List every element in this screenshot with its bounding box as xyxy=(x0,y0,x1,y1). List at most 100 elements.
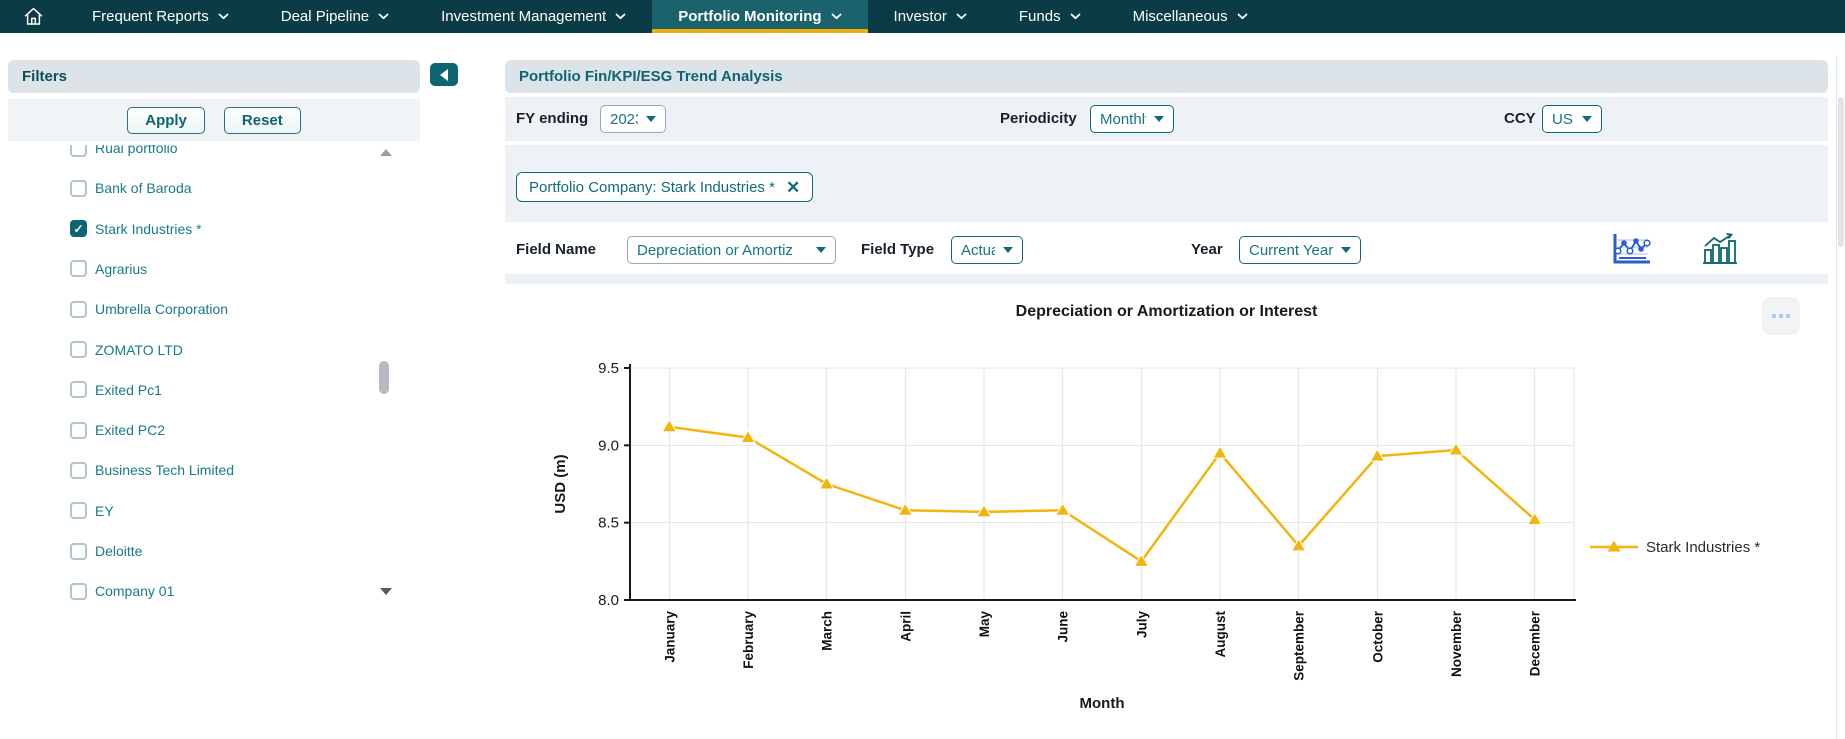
nav-item-investor[interactable]: Investor xyxy=(868,0,993,33)
data-point-January[interactable] xyxy=(661,418,678,433)
filters-title: Filters xyxy=(22,68,68,85)
page-scrollbar-track[interactable] xyxy=(1836,55,1837,739)
collapse-filters-button[interactable] xyxy=(430,63,458,86)
data-point-July[interactable] xyxy=(1133,553,1150,567)
fy-ending-select[interactable]: 2023 xyxy=(600,105,666,133)
legend-marker xyxy=(1607,540,1621,552)
data-point-April[interactable] xyxy=(897,502,914,516)
periodicity-label: Periodicity xyxy=(1000,110,1077,127)
field-type-select[interactable]: Actual xyxy=(951,236,1023,264)
periodicity-select[interactable]: Monthly xyxy=(1090,105,1174,133)
company-filter-row[interactable]: Ruai portfolio xyxy=(8,145,408,160)
nav-items: Frequent Reports Deal Pipeline Investment … xyxy=(66,0,1274,33)
company-filter-row[interactable]: Umbrella Corporation xyxy=(8,297,408,321)
chart-more-options-button[interactable] xyxy=(1762,297,1800,335)
more-options-icon xyxy=(1772,314,1776,318)
reset-button[interactable]: Reset xyxy=(223,106,301,134)
checkbox-unchecked[interactable] xyxy=(70,542,87,560)
company-filter-row[interactable]: ✓ Stark Industries * xyxy=(8,217,408,241)
company-filter-row[interactable]: Exited Pc1 xyxy=(8,378,408,402)
more-options-icon xyxy=(1786,314,1790,318)
data-point-February[interactable] xyxy=(740,429,756,444)
data-point-October[interactable] xyxy=(1369,448,1386,462)
x-tick-label: February xyxy=(741,611,756,669)
series-line xyxy=(669,425,1536,563)
checkbox-unchecked[interactable] xyxy=(70,300,87,318)
scroll-up-icon[interactable] xyxy=(380,149,392,156)
data-point-December[interactable] xyxy=(1526,511,1543,526)
company-filter-row[interactable]: ZOMATO LTD xyxy=(8,338,408,362)
sidebar-scrollbar-thumb[interactable] xyxy=(379,361,389,394)
company-filter-row[interactable]: Exited PC2 xyxy=(8,418,408,442)
nav-item-deal-pipeline[interactable]: Deal Pipeline xyxy=(255,0,415,33)
nav-item-frequent-reports[interactable]: Frequent Reports xyxy=(66,0,255,33)
checkbox-unchecked[interactable] xyxy=(70,381,87,399)
y-tick-label: 8.0 xyxy=(598,592,619,609)
caret-down-icon xyxy=(1341,247,1351,253)
company-filter-row[interactable]: Agrarius xyxy=(8,257,408,281)
ccy-select[interactable]: USD xyxy=(1542,105,1602,133)
nav-item-investment-management[interactable]: Investment Management xyxy=(415,0,652,33)
checkbox-unchecked[interactable] xyxy=(70,341,87,358)
checkbox-unchecked[interactable] xyxy=(70,179,87,197)
company-filter-row[interactable]: Company 01 xyxy=(8,579,408,603)
legend-label: Stark Industries * xyxy=(1646,539,1760,556)
legend[interactable]: Stark Industries * xyxy=(1590,539,1760,556)
bar-chart-toggle-button[interactable] xyxy=(1700,232,1740,271)
company-label: Business Tech Limited xyxy=(95,462,235,479)
year-select[interactable]: Current Year xyxy=(1239,236,1361,264)
check-icon: ✓ xyxy=(73,221,84,236)
data-point-March[interactable] xyxy=(818,476,835,490)
company-label: Umbrella Corporation xyxy=(95,301,229,318)
data-point-May[interactable] xyxy=(976,503,992,518)
checkbox-unchecked[interactable] xyxy=(70,582,87,600)
checkbox-unchecked[interactable] xyxy=(70,461,87,479)
data-point-November[interactable] xyxy=(1448,441,1464,456)
chevron-down-icon xyxy=(1237,13,1248,20)
checkbox-unchecked[interactable] xyxy=(70,421,87,439)
company-filter-row[interactable]: Bank of Baroda xyxy=(8,176,408,200)
ccy-label: CCY xyxy=(1504,110,1536,127)
nav-item-portfolio-monitoring[interactable]: Portfolio Monitoring xyxy=(652,0,868,33)
x-tick-label: October xyxy=(1370,610,1385,663)
chart-title: Depreciation or Amortization or Interest xyxy=(1015,303,1318,320)
field-filter-row: Field Name Depreciation or Amortiz Field… xyxy=(505,228,1828,272)
x-axis-title: Month xyxy=(1080,695,1125,712)
company-filter-row[interactable]: Deloitte xyxy=(8,539,408,563)
data-point-August[interactable] xyxy=(1212,445,1228,459)
company-label: Exited PC2 xyxy=(95,422,166,439)
apply-button[interactable]: Apply xyxy=(127,106,205,134)
report-filter-row: FY ending 2023 Periodicity Monthly CCY U… xyxy=(505,97,1828,141)
field-name-value: Depreciation or Amortiz xyxy=(637,241,793,259)
company-filter-row[interactable]: Business Tech Limited xyxy=(8,458,408,482)
year-label: Year xyxy=(1191,241,1223,258)
x-tick-label: March xyxy=(820,611,835,651)
page-title-bar: Portfolio Fin/KPI/ESG Trend Analysis xyxy=(505,60,1828,93)
line-chart-toggle-button[interactable] xyxy=(1608,231,1654,272)
x-tick-label: April xyxy=(898,611,913,642)
checkbox-unchecked[interactable] xyxy=(70,260,87,278)
filters-toolbar: Apply Reset xyxy=(8,99,420,141)
checkbox-checked[interactable]: ✓ xyxy=(70,220,87,238)
checkbox-unchecked[interactable] xyxy=(70,502,87,520)
x-tick-label: September xyxy=(1292,610,1307,681)
page-scrollbar-thumb[interactable] xyxy=(1838,97,1844,247)
field-name-select[interactable]: Depreciation or Amortiz xyxy=(627,236,836,264)
chevron-down-icon xyxy=(831,13,841,20)
collapse-left-icon xyxy=(440,68,448,81)
checkbox-unchecked[interactable] xyxy=(70,145,87,157)
company-filter-row[interactable]: EY xyxy=(8,499,408,523)
line-chart-icon xyxy=(1613,234,1651,264)
nav-item-funds[interactable]: Funds xyxy=(993,0,1107,33)
close-icon[interactable]: ✕ xyxy=(785,177,801,197)
home-nav-button[interactable] xyxy=(0,0,66,33)
data-point-September[interactable] xyxy=(1290,537,1307,552)
nav-item-label: Miscellaneous xyxy=(1132,8,1228,25)
chevron-down-icon xyxy=(1070,13,1080,20)
nav-item-miscellaneous[interactable]: Miscellaneous xyxy=(1107,0,1274,33)
data-point-June[interactable] xyxy=(1054,502,1071,516)
caret-down-icon xyxy=(646,116,656,122)
scroll-down-icon[interactable] xyxy=(380,588,392,595)
year-value: Current Year xyxy=(1249,241,1333,259)
x-tick-label: July xyxy=(1134,611,1149,639)
